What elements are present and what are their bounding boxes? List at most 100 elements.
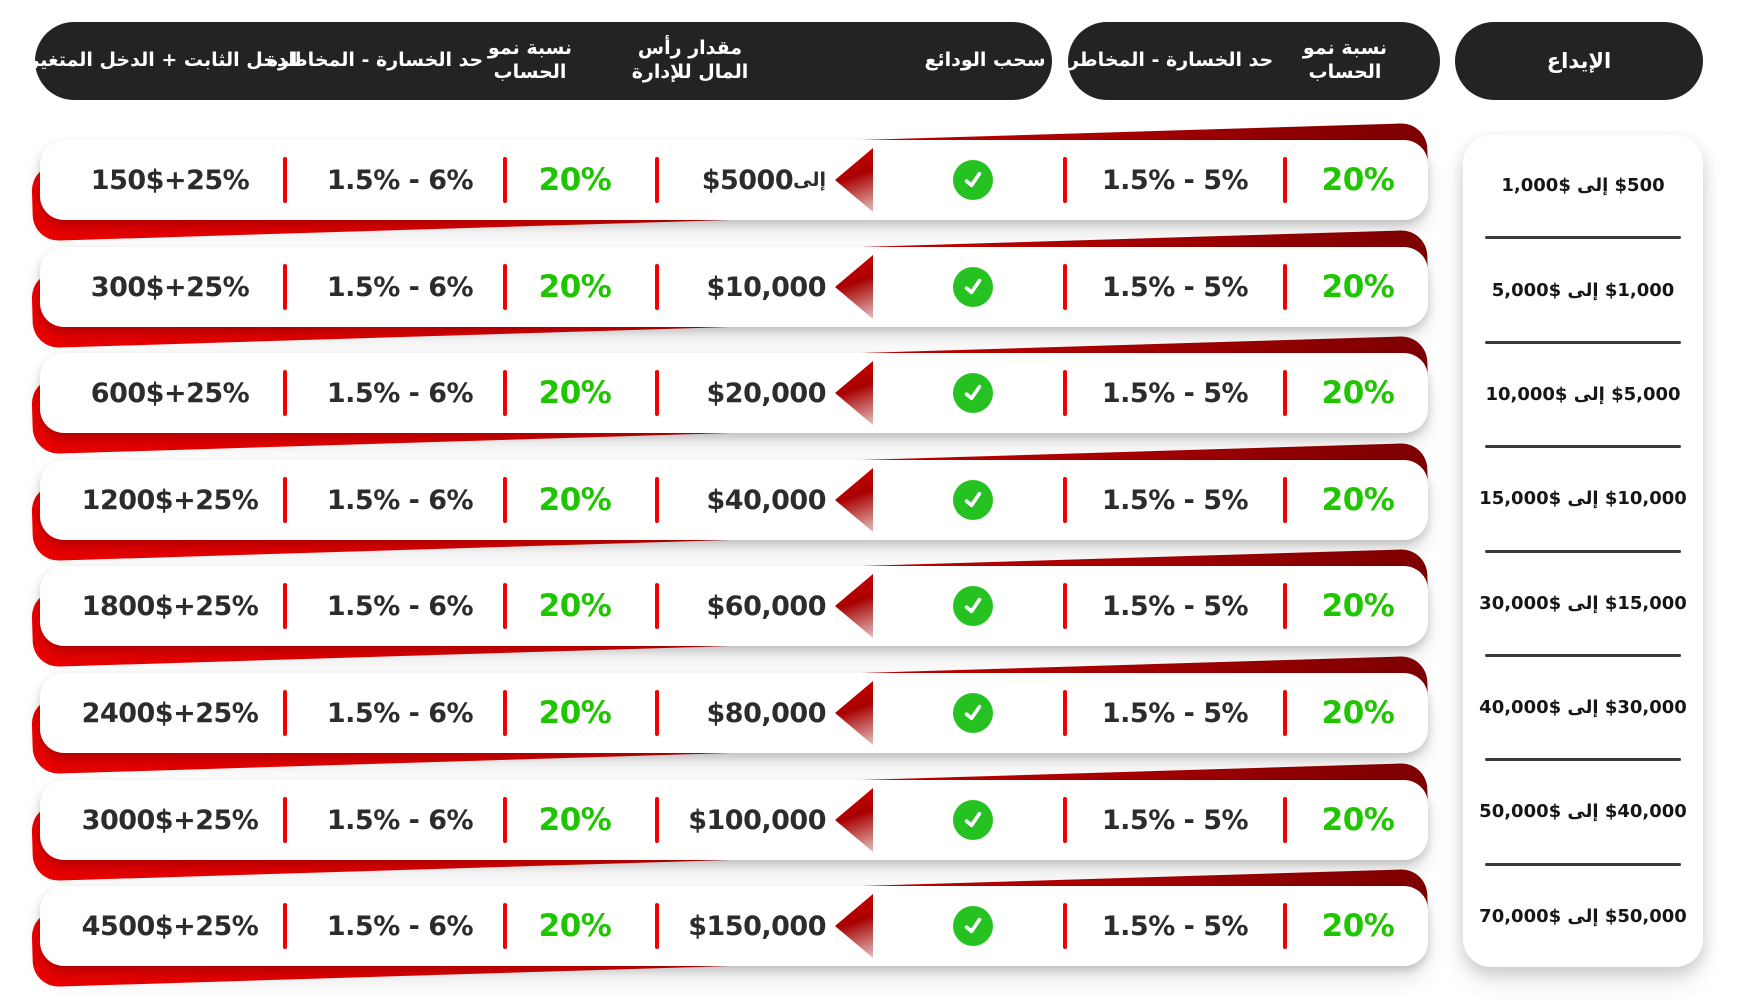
column-separator xyxy=(503,797,507,843)
deposit-divider xyxy=(1485,653,1681,657)
cell-income: 1200$+25% xyxy=(81,484,259,516)
cell-loss-limit: 1.5% - 6% xyxy=(326,377,474,409)
withdraw-check-icon xyxy=(953,373,993,413)
cell-growth-right: 20% xyxy=(1321,269,1395,305)
column-separator xyxy=(1063,690,1067,736)
cell-income: 2400$+25% xyxy=(81,697,259,729)
deposit-divider xyxy=(1485,445,1681,449)
cell-loss-limit: 1.5% - 6% xyxy=(326,697,474,729)
cell-growth: 20% xyxy=(538,375,612,411)
header-growth-label: نسبة نمو الحساب xyxy=(487,37,573,83)
capital-note: إلى xyxy=(793,169,826,191)
arrow-left-icon xyxy=(835,361,873,425)
deposit-range: $50,000 إلى $70,000 xyxy=(1479,905,1687,927)
column-separator xyxy=(655,370,659,416)
cell-growth-right: 20% xyxy=(1321,695,1395,731)
column-separator xyxy=(655,264,659,310)
cell-growth: 20% xyxy=(538,162,612,198)
capital-value: $80,000 xyxy=(706,697,827,729)
cell-capital: $40,000 xyxy=(670,460,830,540)
header-income-label: الدخل الثابت + الدخل المتغير xyxy=(28,49,302,72)
capital-value: $10,000 xyxy=(706,271,827,303)
header-capital-label: مقدار رأس المال للإدارة xyxy=(631,37,749,83)
cell-income: 150$+25% xyxy=(90,164,250,196)
header-deposit-label: الإيداع xyxy=(1546,49,1612,73)
withdraw-check-icon xyxy=(953,160,993,200)
cell-loss-limit-right: 1.5% - 5% xyxy=(1101,590,1249,622)
cell-loss-limit: 1.5% - 6% xyxy=(326,804,474,836)
column-separator xyxy=(1283,583,1287,629)
column-separator xyxy=(503,264,507,310)
column-separator xyxy=(1063,583,1067,629)
deposit-divider xyxy=(1485,758,1681,762)
withdraw-check-icon xyxy=(953,693,993,733)
cell-loss-limit-right: 1.5% - 5% xyxy=(1101,697,1249,729)
cell-growth: 20% xyxy=(538,802,612,838)
cell-capital: $100,000 xyxy=(670,780,830,860)
column-separator xyxy=(283,690,287,736)
cell-loss-limit: 1.5% - 6% xyxy=(326,590,474,622)
header-withdraw-label: سحب الودائع xyxy=(924,49,1046,72)
cell-growth-right: 20% xyxy=(1321,908,1395,944)
cell-capital: $80,000 xyxy=(670,673,830,753)
arrow-left-icon xyxy=(835,255,873,319)
cell-loss-limit-right: 1.5% - 5% xyxy=(1101,377,1249,409)
table-row: 150$+25% 1.5% - 6% 20% إلى $5000 1.5% - … xyxy=(31,122,1429,242)
header-right-pill: حد الخسارة - المخاطرة نسبة نمو الحساب xyxy=(1057,22,1440,100)
cell-growth-right: 20% xyxy=(1321,588,1395,624)
cell-capital: إلى $5000 xyxy=(670,140,830,220)
arrow-left-icon xyxy=(835,681,873,745)
withdraw-check-icon xyxy=(953,586,993,626)
column-separator xyxy=(1063,370,1067,416)
column-separator xyxy=(283,370,287,416)
header-main-pill: الدخل الثابت + الدخل المتغير حد الخسارة … xyxy=(28,22,1052,100)
table-row: 2400$+25% 1.5% - 6% 20% $80,000 1.5% - 5… xyxy=(31,655,1429,775)
cell-growth: 20% xyxy=(538,588,612,624)
deposit-range: $15,000 إلى $30,000 xyxy=(1479,592,1687,614)
cell-loss-limit-right: 1.5% - 5% xyxy=(1101,910,1249,942)
cell-loss-limit: 1.5% - 6% xyxy=(326,910,474,942)
cell-loss-limit-right: 1.5% - 5% xyxy=(1101,271,1249,303)
cell-growth-right: 20% xyxy=(1321,482,1395,518)
column-separator xyxy=(283,157,287,203)
cell-capital: $150,000 xyxy=(670,886,830,966)
column-separator xyxy=(655,583,659,629)
cell-income: 1800$+25% xyxy=(81,590,259,622)
cell-loss-limit-right: 1.5% - 5% xyxy=(1101,804,1249,836)
withdraw-check-icon xyxy=(953,800,993,840)
deposit-range: $1,000 إلى $5,000 xyxy=(1491,279,1675,301)
arrow-left-icon xyxy=(835,574,873,638)
cell-income: 300$+25% xyxy=(90,271,250,303)
withdraw-check-icon xyxy=(953,906,993,946)
table-row: 4500$+25% 1.5% - 6% 20% $150,000 1.5% - … xyxy=(31,868,1429,988)
column-separator xyxy=(283,797,287,843)
cell-income: 600$+25% xyxy=(90,377,250,409)
deposit-divider xyxy=(1485,549,1681,553)
arrow-left-icon xyxy=(835,148,873,212)
cell-loss-limit: 1.5% - 6% xyxy=(326,164,474,196)
table-row: 600$+25% 1.5% - 6% 20% $20,000 1.5% - 5%… xyxy=(31,335,1429,455)
column-separator xyxy=(1283,370,1287,416)
cell-loss-limit: 1.5% - 6% xyxy=(326,271,474,303)
cell-income: 3000$+25% xyxy=(81,804,259,836)
column-separator xyxy=(503,370,507,416)
cell-growth: 20% xyxy=(538,908,612,944)
column-separator xyxy=(503,477,507,523)
cell-capital: $10,000 xyxy=(670,247,830,327)
arrow-left-icon xyxy=(835,894,873,958)
cell-growth: 20% xyxy=(538,695,612,731)
column-separator xyxy=(1063,797,1067,843)
deposit-divider xyxy=(1485,236,1681,240)
deposit-range: $5,000 إلى $10,000 xyxy=(1485,383,1681,405)
arrow-left-icon xyxy=(835,468,873,532)
column-separator xyxy=(503,583,507,629)
capital-value: $40,000 xyxy=(706,484,827,516)
cell-capital: $60,000 xyxy=(670,566,830,646)
capital-value: $150,000 xyxy=(688,910,826,942)
column-separator xyxy=(503,690,507,736)
deposit-range: $10,000 إلى $15,000 xyxy=(1479,488,1687,510)
column-separator xyxy=(1063,477,1067,523)
header-loss-limit-label: حد الخسارة - المخاطرة xyxy=(266,49,484,72)
column-separator xyxy=(1283,903,1287,949)
